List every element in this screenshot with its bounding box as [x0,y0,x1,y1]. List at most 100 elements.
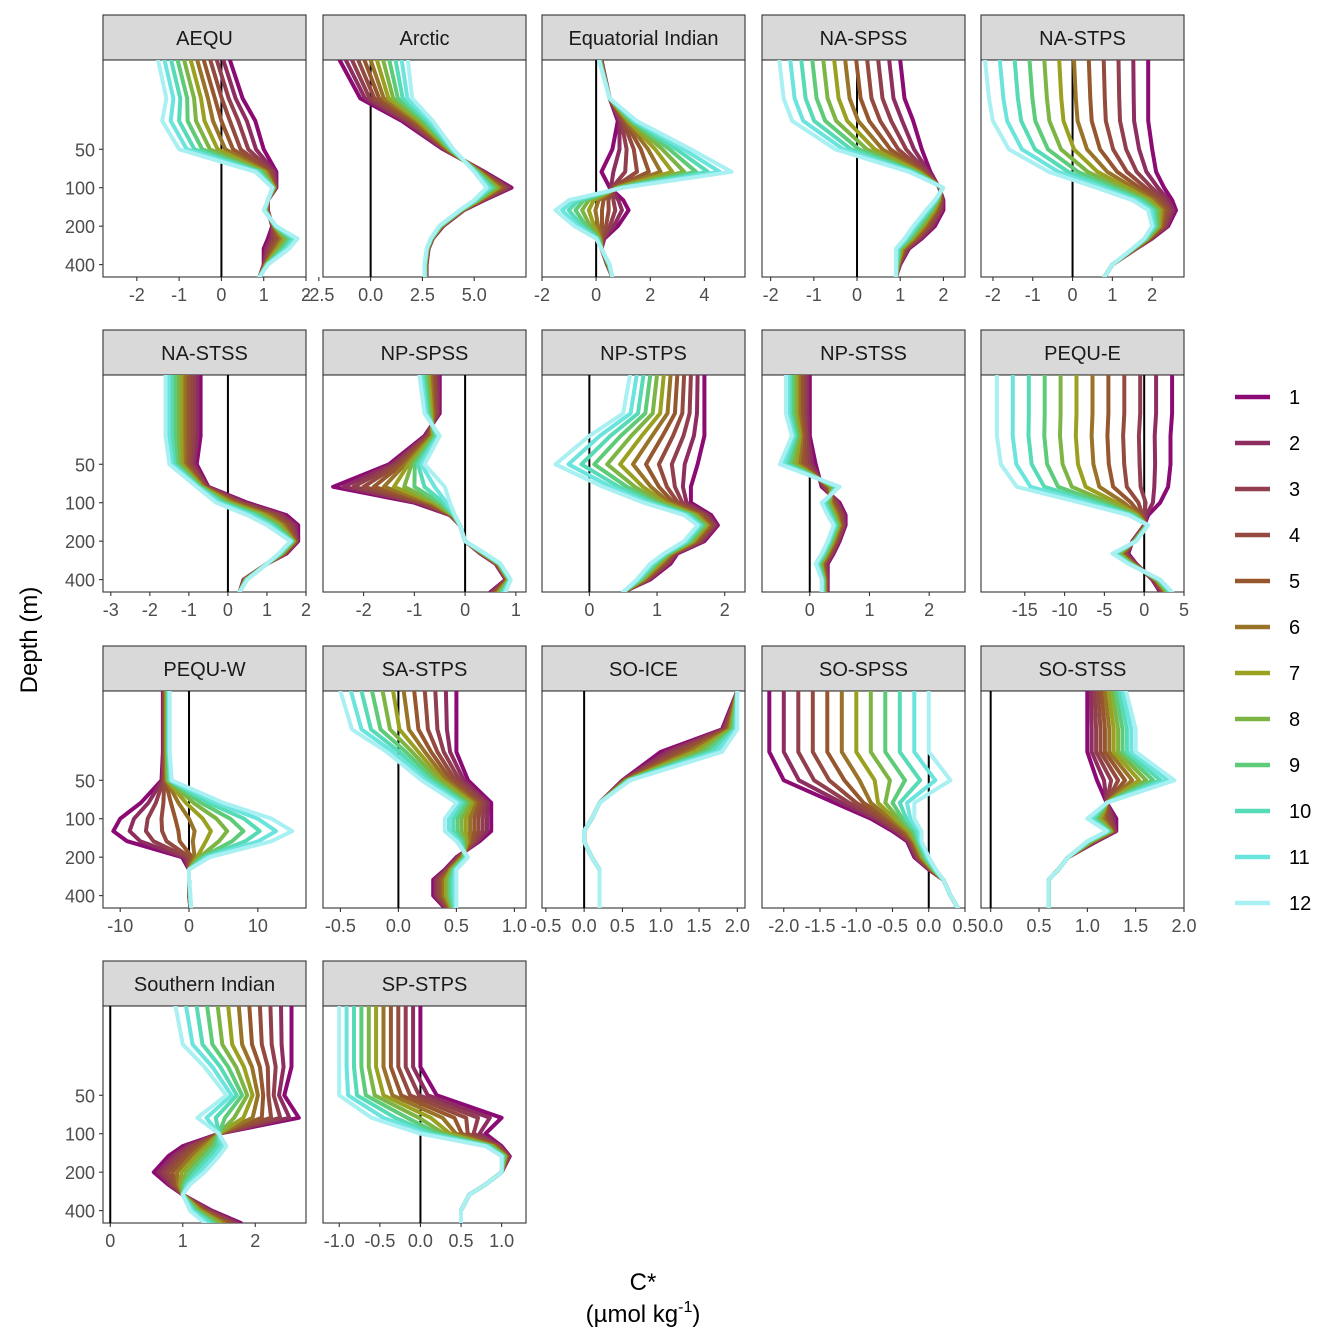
panel-strip [322,645,527,692]
x-tick-label: 0 [591,285,601,305]
panel-title: PEQU-E [1044,343,1121,365]
legend-label-3: 3 [1289,479,1300,501]
legend-label-8: 8 [1289,709,1300,731]
profile-line-month-8 [380,691,472,908]
panel-strip [102,645,307,692]
panel-strip [102,14,307,61]
profile-lines [111,691,295,908]
x-tick-label: 1.5 [687,916,712,936]
profile-line-month-12 [405,60,489,277]
x-tick-label: 1.0 [502,916,527,936]
profile-line-month-12 [156,60,300,277]
profile-lines [156,60,300,277]
profile-line-month-12 [983,60,1155,277]
profile-lines [338,691,494,908]
legend-label-2: 2 [1289,433,1300,455]
legend-label-5: 5 [1289,571,1300,593]
x-tick-label: 1 [259,285,269,305]
x-tick-label: 2 [720,600,730,620]
profile-line-month-7 [391,691,475,908]
profile-line-month-12 [777,375,842,592]
panel-strip [541,14,746,61]
panel-title: SO-STSS [1039,659,1127,681]
x-tick-label: 2 [250,1231,260,1251]
profile-line-month-12 [994,375,1175,592]
x-tick-label: 0.5 [444,916,469,936]
panel-so-ice: SO-ICE -0.5 0.0 0.5 1.0 1.5 2.0 [530,645,750,936]
panel-title: NP-STSS [820,343,907,365]
panel-strip [322,14,527,61]
panel-title: AEQU [176,28,233,50]
legend-label-12: 12 [1289,893,1311,915]
profile-lines [553,375,720,592]
panel-strip [322,960,527,1007]
y-tick-label: 200 [65,848,95,868]
profile-line-month-3 [433,691,487,908]
panel-title: SP-STPS [382,974,468,996]
panel-title: NP-STPS [600,343,687,365]
profile-line-month-6 [401,691,478,908]
panel-na-stps: NA-STPS -2 -1 0 1 2 [980,14,1185,305]
profile-line-month-12 [338,691,470,908]
legend-label-9: 9 [1289,755,1300,777]
profile-line-month-12 [1046,691,1177,908]
x-tick-label: -1 [171,285,187,305]
x-tick-label: 0 [805,600,815,620]
panel-title: SO-SPSS [819,659,908,681]
profile-line-month-5 [412,691,481,908]
profile-line-month-12 [173,1006,229,1223]
x-tick-label: -2 [129,285,145,305]
x-tick-label: -0.5 [530,916,561,936]
panel-sp-stps: SP-STPS -1.0 -0.5 0.0 0.5 1.0 [322,960,527,1251]
x-tick-label: 0 [1139,600,1149,620]
panel-title: SO-ICE [609,659,678,681]
profile-line-month-12 [167,691,295,908]
profile-lines [163,375,301,592]
x-tick-label: 1.0 [648,916,673,936]
x-axis-units-main: (µmol kg [586,1301,679,1328]
x-tick-label: -0.5 [364,1231,395,1251]
legend-label-6: 6 [1289,617,1300,639]
panel-title: Arctic [400,28,450,50]
x-tick-label: -2 [142,600,158,620]
panel-title: SA-STPS [382,659,468,681]
x-tick-label: 0.0 [978,916,1003,936]
y-tick-label: 200 [65,1163,95,1183]
profile-lines [151,1006,301,1223]
panel-frame [322,690,527,909]
legend-label-10: 10 [1289,801,1311,823]
x-tick-label: 0.0 [408,1231,433,1251]
x-tick-label: -2.0 [768,916,799,936]
profile-lines [331,375,513,592]
x-tick-label: -1.5 [804,916,835,936]
panel-np-stss: NP-STSS 0 1 2 [761,329,966,620]
y-tick-label: 400 [65,1202,95,1222]
panel-equatorial-indian: Equatorial Indian -2 0 2 4 [534,14,746,305]
y-tick-label: 100 [65,494,95,514]
x-axis-units-superscript: -1 [678,1299,692,1316]
x-tick-label: -0.5 [877,916,908,936]
panel-title: NA-STSS [161,343,248,365]
y-tick-label: 400 [65,887,95,907]
x-tick-label: 1 [511,600,521,620]
profile-line-month-12 [417,375,513,592]
profile-lines [983,60,1178,277]
x-tick-label: 2.0 [725,916,750,936]
x-tick-label: 2 [1147,285,1157,305]
y-tick-label: 50 [75,1086,95,1106]
panel-pequ-w: PEQU-W 50 100 200 400 -10 0 10 [65,645,307,936]
profile-lines [777,60,946,277]
profile-line-month-2 [433,691,490,908]
panel-so-spss: SO-SPSS -2.0 -1.5 -1.0 -0.5 0.0 0.5 [761,645,978,936]
legend-label-11: 11 [1289,847,1310,869]
profile-line-month-12 [337,1006,504,1223]
x-tick-label: -3 [103,600,119,620]
panel-np-spss: NP-SPSS -2 -1 0 1 [322,329,527,620]
x-tick-label: 0.0 [572,916,597,936]
x-tick-label: 2 [301,600,311,620]
profile-line-month-9 [370,691,468,908]
legend-label-4: 4 [1289,525,1300,547]
profile-line-month-11 [348,691,469,908]
x-tick-label: 5.0 [462,285,487,305]
panel-aequ: AEQU 50 100 200 400 -2 -1 0 1 2 [65,14,311,305]
